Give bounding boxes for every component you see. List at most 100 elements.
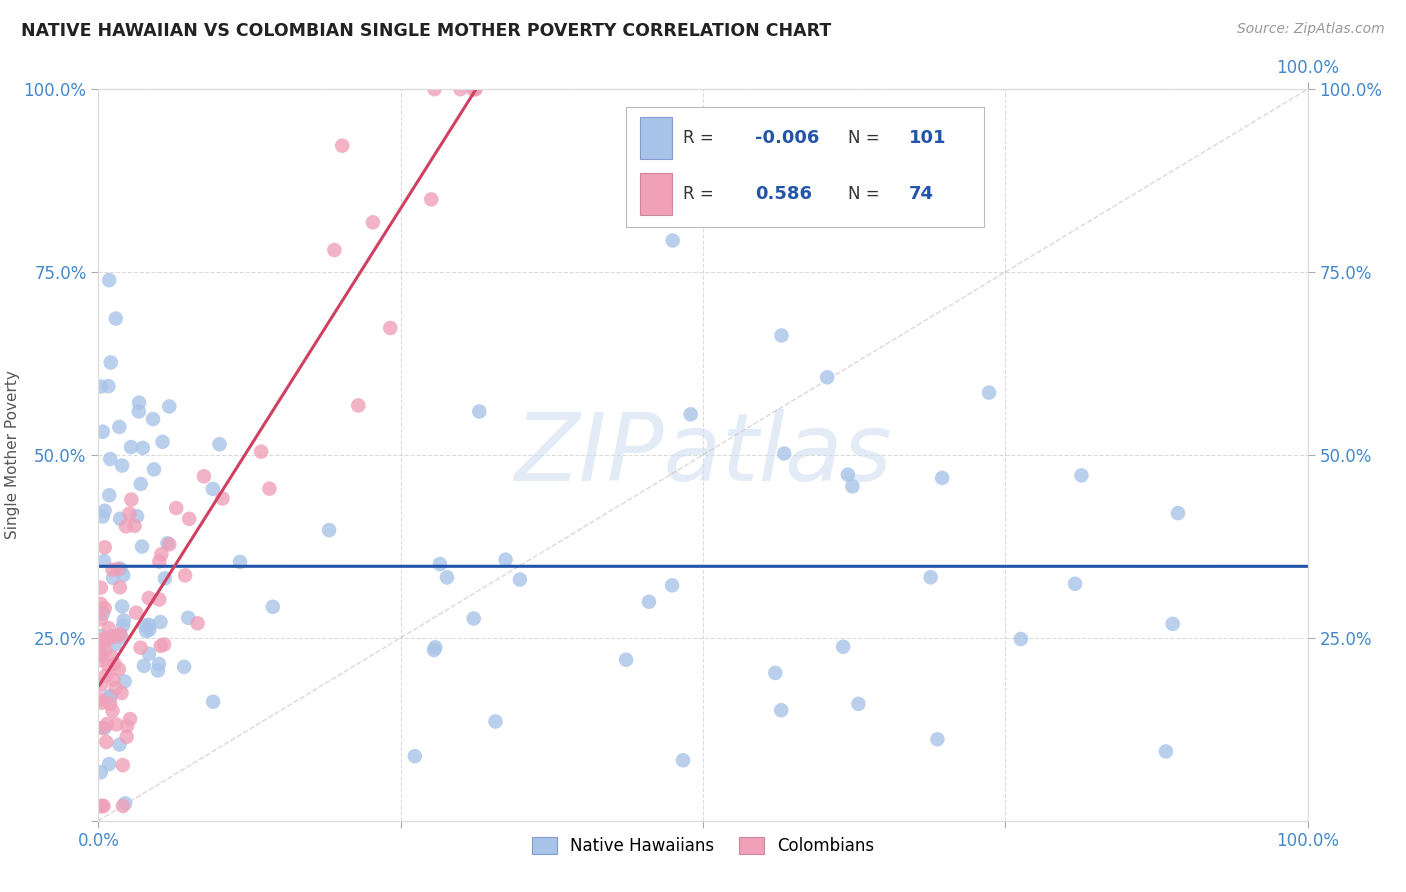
Point	[108, 580, 131, 594]
Point	[156, 536, 179, 550]
Text: 101: 101	[908, 128, 946, 147]
Point	[94, 541, 117, 555]
Point	[193, 469, 215, 483]
Point	[132, 441, 155, 455]
Point	[94, 669, 117, 683]
Point	[404, 749, 426, 764]
Point	[128, 404, 150, 418]
Point	[153, 571, 176, 585]
Point	[98, 690, 121, 704]
Point	[153, 637, 176, 651]
Point	[149, 615, 172, 629]
Point	[104, 681, 127, 695]
Point	[115, 730, 138, 744]
Point	[211, 491, 233, 506]
Text: 74: 74	[908, 185, 934, 202]
Point	[90, 643, 112, 657]
Point	[90, 692, 112, 706]
Point	[108, 512, 131, 526]
Y-axis label: Single Mother Poverty: Single Mother Poverty	[6, 370, 20, 540]
Point	[90, 636, 112, 650]
Point	[770, 328, 793, 343]
Point	[90, 581, 112, 595]
Point	[920, 570, 942, 584]
Text: N =: N =	[848, 128, 884, 147]
Point	[832, 640, 855, 654]
Point	[90, 379, 112, 393]
Point	[115, 519, 138, 533]
Point	[177, 611, 200, 625]
Point	[468, 404, 491, 418]
Point	[98, 697, 121, 711]
Point	[110, 627, 132, 641]
Point	[157, 537, 180, 551]
Point	[229, 555, 252, 569]
Text: ZIPatlas: ZIPatlas	[515, 409, 891, 500]
Point	[98, 273, 121, 287]
Point	[91, 696, 114, 710]
Point	[124, 518, 146, 533]
Point	[111, 458, 134, 473]
Point	[98, 452, 121, 467]
Point	[202, 695, 225, 709]
Point	[105, 630, 128, 644]
Point	[1154, 744, 1177, 758]
Point	[111, 758, 134, 772]
Point	[131, 540, 153, 554]
Point	[150, 547, 173, 561]
Point	[96, 717, 118, 731]
Point	[208, 437, 231, 451]
Point	[125, 606, 148, 620]
Point	[107, 562, 129, 576]
Point	[115, 719, 138, 733]
Point	[142, 412, 165, 426]
Point	[361, 215, 384, 229]
Text: R =: R =	[683, 185, 718, 202]
Point	[103, 638, 125, 652]
Point	[112, 568, 135, 582]
Point	[770, 703, 793, 717]
Point	[93, 799, 115, 814]
Point	[101, 571, 124, 585]
Point	[165, 501, 187, 516]
Point	[148, 555, 170, 569]
Point	[120, 440, 142, 454]
Point	[138, 647, 160, 661]
Point	[111, 599, 134, 614]
Point	[484, 714, 506, 729]
Point	[97, 379, 120, 393]
Point	[114, 797, 136, 811]
Point	[90, 765, 112, 780]
Point	[110, 630, 132, 644]
Point	[927, 732, 949, 747]
Point	[323, 243, 346, 257]
Point	[464, 82, 486, 96]
Point	[90, 629, 112, 643]
Point	[848, 697, 870, 711]
Point	[107, 662, 129, 676]
Point	[112, 614, 135, 628]
Bar	[640, 173, 672, 216]
Point	[101, 650, 124, 665]
Point	[125, 509, 148, 524]
Point	[103, 673, 125, 687]
Point	[110, 686, 132, 700]
Point	[461, 82, 484, 96]
Point	[138, 591, 160, 605]
Point	[97, 658, 120, 673]
Point	[250, 444, 273, 458]
Point	[174, 568, 197, 582]
Point	[773, 446, 796, 460]
Point	[91, 425, 114, 439]
Point	[1010, 632, 1032, 646]
Point	[93, 554, 115, 568]
Point	[841, 479, 863, 493]
Point	[101, 704, 124, 718]
Point	[96, 735, 118, 749]
Point	[105, 717, 128, 731]
Text: -0.006: -0.006	[755, 128, 820, 147]
Point	[93, 632, 115, 647]
Point	[91, 509, 114, 524]
Point	[104, 311, 127, 326]
Point	[94, 643, 117, 657]
